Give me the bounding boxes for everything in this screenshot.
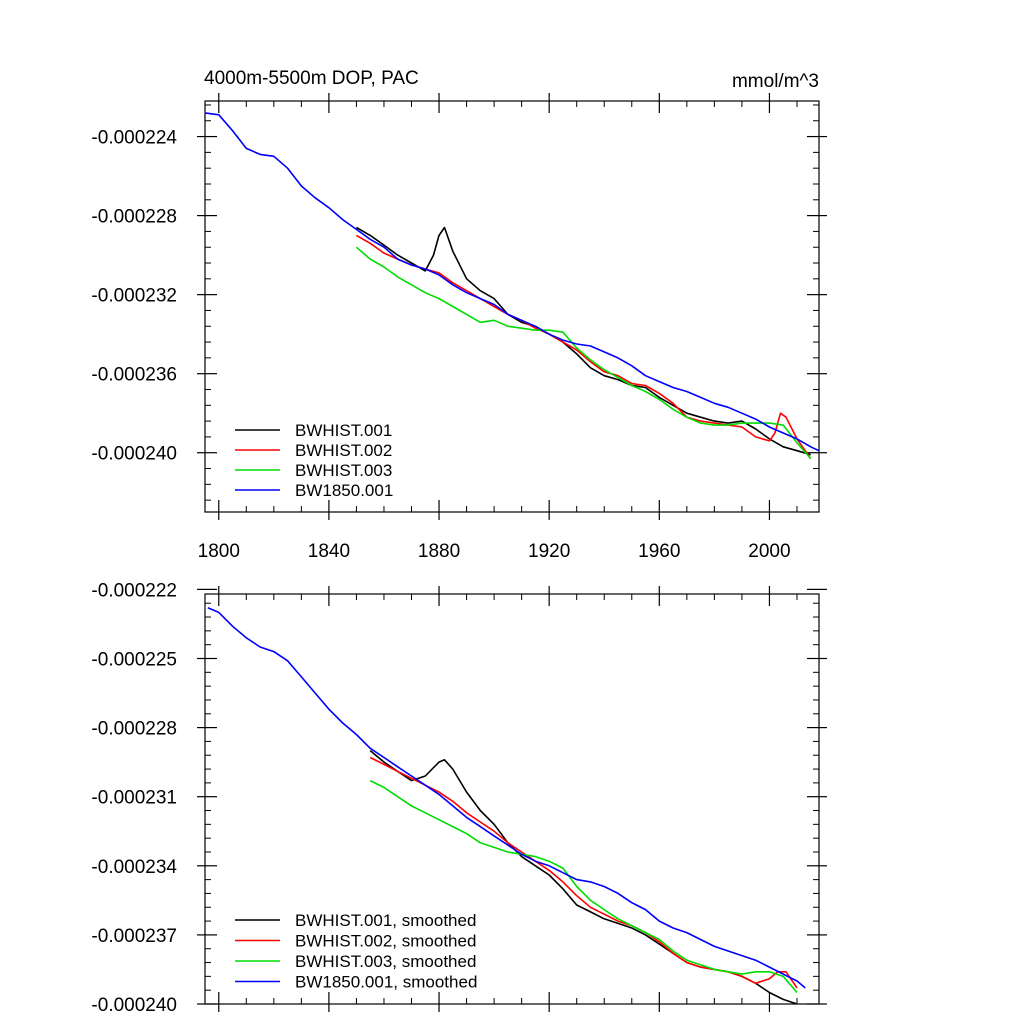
legend-label: BW1850.001, smoothed [295,973,477,992]
y-tick-label: -0.000234 [91,857,177,878]
x-tick-label: 1880 [418,541,460,562]
x-tick-label: 1840 [308,541,350,562]
bottom-panel: -0.000222 -0.000225 -0.000228 -0.000231 -0.0… [91,580,827,1016]
plot-frame [204,100,820,513]
x-tick-label: 2000 [748,541,790,562]
top-panel: 4000m-5500m DOP, PAC mmol/m^3 1800 1840 18… [91,68,827,562]
y-tick-label: -0.000225 [91,649,177,670]
series-line-bw1850-001 [205,112,819,452]
y-tick-label: -0.000236 [91,365,177,386]
x-tick-label: 1920 [528,541,570,562]
series-line-bwhist-001 [356,226,811,456]
legend-label: BWHIST.003, smoothed [295,952,476,971]
y-tick-label: -0.000231 [91,788,177,809]
y-tick-label: -0.000228 [91,207,177,228]
legend-label: BW1850.001 [295,481,393,500]
x-tick-label: 1800 [198,541,240,562]
legend-label: BWHIST.002, smoothed [295,932,476,951]
series-line-bwhist-002 [356,234,812,460]
y-tick-label: -0.000237 [91,926,177,947]
legend-label: BWHIST.003 [295,461,392,480]
series-line-bwhist-003 [355,246,812,460]
panel-title: 4000m-5500m DOP, PAC [204,68,419,89]
series-line-bwhist-003 [369,779,798,994]
x-tick-label: 1960 [638,541,680,562]
legend-label: BWHIST.001 [295,421,392,440]
y-tick-label: -0.000232 [91,286,177,307]
y-tick-label: -0.000240 [91,444,177,465]
y-tick-label: -0.000224 [91,128,177,149]
series-line-bw1850-001 [207,607,806,989]
panel-units: mmol/m^3 [732,71,819,92]
y-tick-label: -0.000228 [91,719,177,740]
legend-label: BWHIST.002 [295,441,392,460]
y-tick-label: -0.000240 [91,995,177,1016]
plot-frame [204,593,820,1005]
legend-label: BWHIST.001, smoothed [295,911,476,930]
y-tick-label: -0.000222 [91,580,177,601]
series-line-bwhist-002 [369,756,798,989]
